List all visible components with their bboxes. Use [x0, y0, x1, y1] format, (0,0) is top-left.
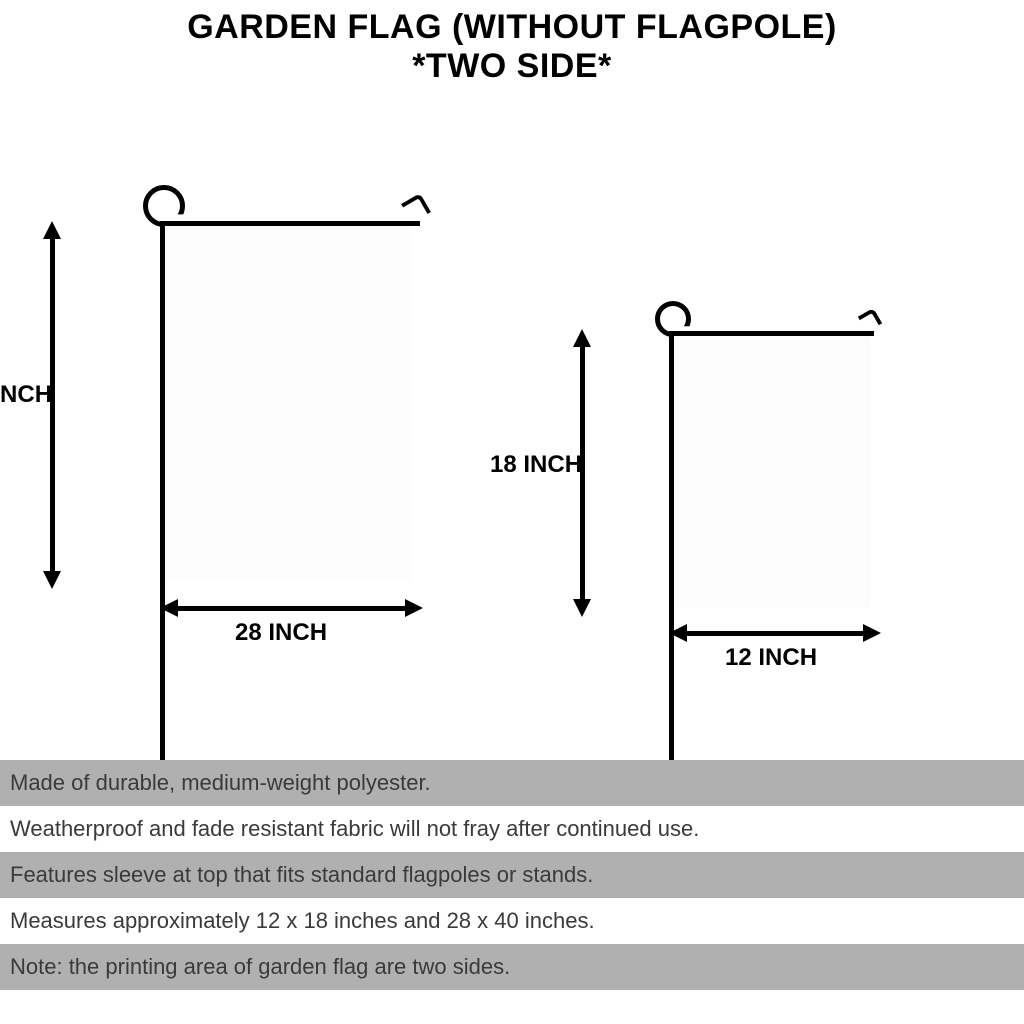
feature-row: Made of durable, medium-weight polyester…: [0, 760, 1024, 806]
title-line-2: *TWO SIDE*: [0, 47, 1024, 86]
dim-h-arrow-left-large: [160, 599, 178, 617]
flag-small: 18 INCH 12 INCH: [625, 301, 905, 781]
dim-h-line-small: [681, 631, 869, 636]
flag-large: 40 INCH 28 INCH: [105, 181, 445, 781]
flag-cloth-large: [165, 229, 410, 579]
dim-v-arrow-down-large: [43, 571, 61, 589]
feature-row: Features sleeve at top that fits standar…: [0, 852, 1024, 898]
hook-end-small: [858, 308, 883, 333]
feature-row: Weatherproof and fade resistant fabric w…: [0, 806, 1024, 852]
dim-v-arrow-up-large: [43, 221, 61, 239]
dim-h-arrow-right-large: [405, 599, 423, 617]
feature-row: Note: the printing area of garden flag a…: [0, 944, 1024, 990]
hook-end-large: [401, 193, 431, 223]
feature-row: Measures approximately 12 x 18 inches an…: [0, 898, 1024, 944]
pole-crossbar-small: [669, 331, 874, 336]
dim-v-arrow-down-small: [573, 599, 591, 617]
dim-width-label-small: 12 INCH: [725, 644, 817, 672]
dim-h-arrow-left-small: [669, 624, 687, 642]
title-line-1: GARDEN FLAG (WITHOUT FLAGPOLE): [0, 8, 1024, 47]
dim-v-arrow-up-small: [573, 329, 591, 347]
dim-h-line-large: [173, 606, 410, 611]
flag-cloth-small: [674, 337, 869, 607]
dim-h-arrow-right-small: [863, 624, 881, 642]
feature-table: Made of durable, medium-weight polyester…: [0, 760, 1024, 990]
dim-height-label-large: 40 INCH: [0, 381, 55, 409]
diagram-area: 40 INCH 28 INCH 18 INCH 12 INCH: [0, 86, 1024, 726]
title-block: GARDEN FLAG (WITHOUT FLAGPOLE) *TWO SIDE…: [0, 0, 1024, 86]
dim-width-label-large: 28 INCH: [235, 619, 327, 647]
pole-crossbar-large: [160, 221, 420, 226]
dim-height-label-small: 18 INCH: [490, 451, 585, 479]
